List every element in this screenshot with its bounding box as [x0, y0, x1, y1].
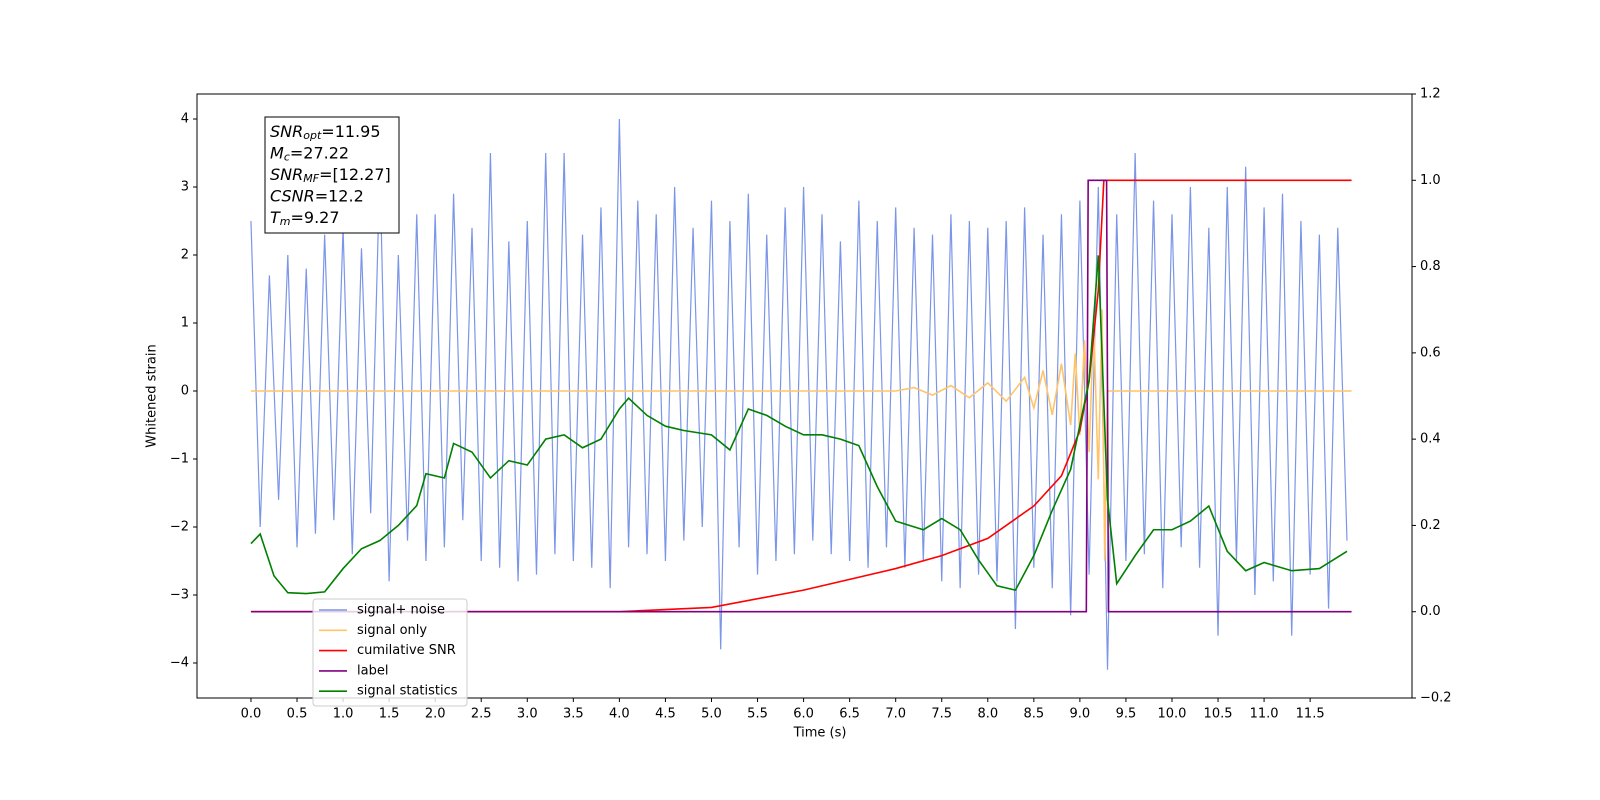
x-tick-label: 7.0	[885, 707, 906, 722]
x-tick-label: 4.0	[609, 707, 630, 722]
annotation-rest: =[12.27]	[319, 165, 391, 184]
y-tick-label: 0	[181, 384, 189, 399]
x-tick-label: 10.0	[1158, 707, 1187, 722]
y-axis-label: Whitened strain	[145, 344, 160, 447]
annotation-sub: opt	[303, 129, 322, 142]
y2-tick-label: 0.8	[1420, 259, 1441, 274]
annotation-rest: =11.95	[321, 122, 380, 141]
x-tick-label: 6.5	[839, 707, 860, 722]
x-tick-label: 4.5	[655, 707, 676, 722]
legend-label: label	[357, 663, 388, 678]
y2-tick-label: 1.2	[1420, 87, 1441, 102]
y-tick-label: 4	[181, 112, 189, 127]
x-tick-label: 1.5	[379, 707, 400, 722]
legend-label: signal+ noise	[357, 603, 445, 618]
y2-tick-label: 1.0	[1420, 173, 1441, 188]
y-tick-label: 2	[181, 248, 189, 263]
plot-frame	[196, 93, 1413, 699]
x-tick-label: 3.0	[517, 707, 538, 722]
legend-label: signal statistics	[357, 684, 458, 699]
x-tick-label: 10.5	[1204, 707, 1233, 722]
annotation-sub: c	[284, 151, 290, 164]
y-tick-label: 3	[181, 180, 189, 195]
y2-tick-label: 0.4	[1420, 432, 1441, 447]
series-line	[250, 179, 1352, 613]
x-tick-label: 9.0	[1070, 707, 1091, 722]
x-axis-label: Time (s)	[793, 726, 847, 741]
y-tick-label: 1	[181, 316, 189, 331]
annotation-sub: m	[280, 215, 291, 228]
annotation-main: SNR	[270, 165, 303, 184]
y2-tick-label: 0.6	[1420, 345, 1441, 360]
series-line	[250, 255, 1348, 595]
x-tick-label: 5.5	[747, 707, 768, 722]
y-tick-label: −3	[170, 587, 189, 602]
series-line	[250, 309, 1352, 562]
series-line	[250, 179, 1352, 613]
annotation-box	[264, 116, 400, 234]
legend-label: signal only	[357, 623, 427, 638]
annotation-main: T	[270, 208, 281, 227]
series-line	[250, 119, 1348, 670]
x-tick-label: 9.5	[1116, 707, 1137, 722]
x-tick-label: 2.5	[471, 707, 492, 722]
x-tick-label: 8.5	[1023, 707, 1044, 722]
x-tick-label: 2.0	[425, 707, 446, 722]
annotation-line: Tm=9.27	[270, 208, 340, 229]
annotation-rest: =9.27	[291, 208, 340, 227]
annotation-rest: =27.22	[290, 143, 349, 162]
x-tick-label: 0.0	[241, 707, 262, 722]
y-tick-label: −4	[170, 655, 189, 670]
y-tick-label: −1	[170, 451, 189, 466]
annotation-rest: =12.2	[315, 186, 364, 205]
x-tick-label: 11.0	[1250, 707, 1279, 722]
x-tick-label: 7.5	[931, 707, 952, 722]
y2-tick-label: 0.0	[1420, 604, 1441, 619]
legend-label: cumilative SNR	[357, 643, 456, 658]
annotation-main: SNR	[270, 122, 303, 141]
x-tick-label: 1.0	[333, 707, 354, 722]
x-tick-label: 3.5	[563, 707, 584, 722]
annotation-main: CSNR	[270, 186, 315, 205]
annotation-line: SNRopt=11.95	[270, 122, 381, 143]
y2-tick-label: 0.2	[1420, 518, 1441, 533]
annotation-line: Mc=27.22	[270, 143, 349, 164]
legend-box	[312, 598, 468, 707]
x-tick-label: 11.5	[1296, 707, 1325, 722]
y2-tick-label: −0.2	[1420, 691, 1452, 706]
annotation-sub: MF	[303, 172, 319, 185]
x-tick-label: 5.0	[701, 707, 722, 722]
x-tick-label: 6.0	[793, 707, 814, 722]
annotation-line: CSNR=12.2	[270, 186, 364, 205]
x-tick-label: 8.0	[977, 707, 998, 722]
annotation-main: M	[270, 143, 284, 162]
x-tick-label: 0.5	[287, 707, 308, 722]
annotation-line: SNRMF=[12.27]	[270, 165, 391, 186]
y-tick-label: −2	[170, 519, 189, 534]
